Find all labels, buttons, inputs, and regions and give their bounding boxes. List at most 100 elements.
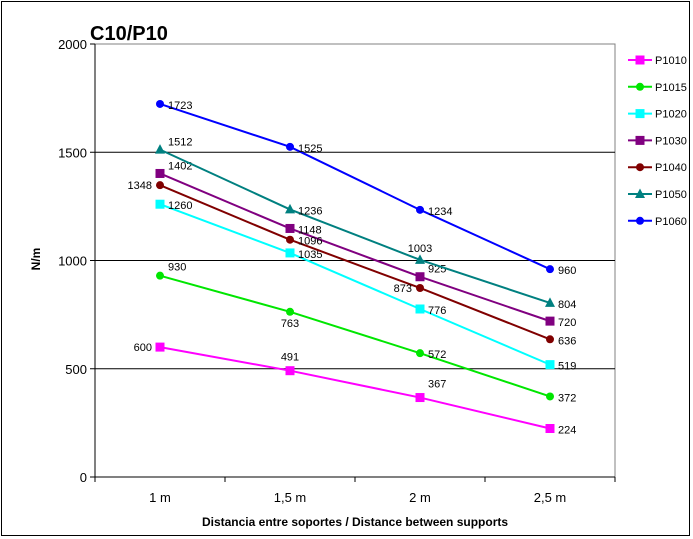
data-point [285,203,295,214]
data-label: 1236 [298,205,322,217]
data-label: 720 [558,317,576,329]
legend-item: P1010 [628,55,687,67]
x-tick-label: 2 m [409,490,431,505]
legend-item: P1015 [628,82,687,94]
legend-marker [635,135,645,145]
series-line [159,346,551,430]
data-label: 1035 [298,249,322,261]
data-label: 1003 [408,243,432,255]
legend-label: P1015 [655,82,687,94]
data-label: 367 [428,379,446,391]
data-label: 1402 [168,160,192,172]
data-label: 1512 [168,137,192,149]
y-tick-label: 1500 [58,145,87,160]
data-point [156,271,164,280]
x-tick-label: 1,5 m [274,490,307,505]
series-p1050: 1512 1236 1003 804 [155,137,576,311]
data-point [545,316,555,326]
legend-item: P1030 [628,135,687,147]
series-line [159,274,551,398]
data-point [415,272,425,282]
y-tick-label: 1000 [58,254,87,269]
data-point [285,248,295,258]
data-point [156,181,164,190]
legend-item: P1060 [628,216,687,228]
data-label: 1096 [298,236,322,248]
legend-label: P1060 [655,216,687,228]
legend-label: P1040 [655,162,687,174]
data-point [415,304,425,314]
data-point [155,199,165,209]
y-tick-label: 2000 [58,37,87,52]
legend-marker [636,216,644,225]
data-label: 1234 [428,206,452,218]
series-line [159,148,551,304]
data-point [416,205,424,214]
legend-label: P1010 [655,55,687,67]
data-point [546,265,554,274]
data-point [545,297,555,307]
legend-marker [635,188,645,198]
data-label: 1260 [168,200,192,212]
data-point [285,366,295,376]
data-point [286,142,294,151]
data-label: 763 [281,318,299,330]
data-point [415,254,425,264]
data-point [155,342,165,352]
data-point [155,168,165,178]
series-line [159,172,551,323]
data-label: 491 [281,352,299,364]
series-line [159,103,551,271]
series-p1040: 1348 1096 873 636 [128,180,577,347]
legend-label: P1050 [655,189,687,201]
data-label: 224 [558,425,576,437]
legend: P1010 P1015 P1020 P1030 P1040 P1050 P1060 [628,55,687,228]
series-p1015: 930 763 572 372 [156,262,576,404]
legend-marker [636,163,644,172]
data-label: 519 [558,361,576,373]
legend-label: P1030 [655,135,687,147]
data-label: 1148 [298,224,322,236]
series-line [159,184,551,341]
data-point [155,144,165,154]
legend-label: P1020 [655,109,687,121]
data-point [156,99,164,108]
y-axis-label: N/m [29,248,43,271]
data-label: 372 [558,392,576,404]
legend-marker [635,109,645,119]
legend-item: P1050 [628,188,687,201]
y-tick-label: 0 [80,470,87,485]
legend-marker [636,82,644,91]
series-line [159,203,551,366]
data-label: 776 [428,305,446,317]
legend-item: P1040 [628,162,687,174]
series-p1060: 1723 1525 1234 960 [156,99,576,277]
data-label: 1348 [128,180,152,192]
data-label: 600 [134,342,152,354]
y-tick-label: 500 [65,362,87,377]
data-label: 572 [428,349,446,361]
legend-marker [635,55,645,65]
data-point [546,335,554,344]
x-axis-label: Distancia entre soportes / Distance betw… [202,515,508,529]
x-tick-label: 1 m [149,490,171,505]
data-label: 1525 [298,143,322,155]
data-point [415,393,425,403]
series-p1010: 600 491 367 224 [134,342,577,436]
data-point [416,283,424,292]
data-point [416,349,424,358]
series-p1020: 1260 1035 776 519 [155,199,576,373]
data-point [285,223,295,233]
data-point [286,235,294,244]
data-label: 804 [558,299,576,311]
data-point [545,424,555,434]
data-point [286,307,294,316]
legend-item: P1020 [628,109,687,121]
data-point [546,392,554,401]
data-label: 930 [168,262,186,274]
data-label: 873 [394,283,412,295]
